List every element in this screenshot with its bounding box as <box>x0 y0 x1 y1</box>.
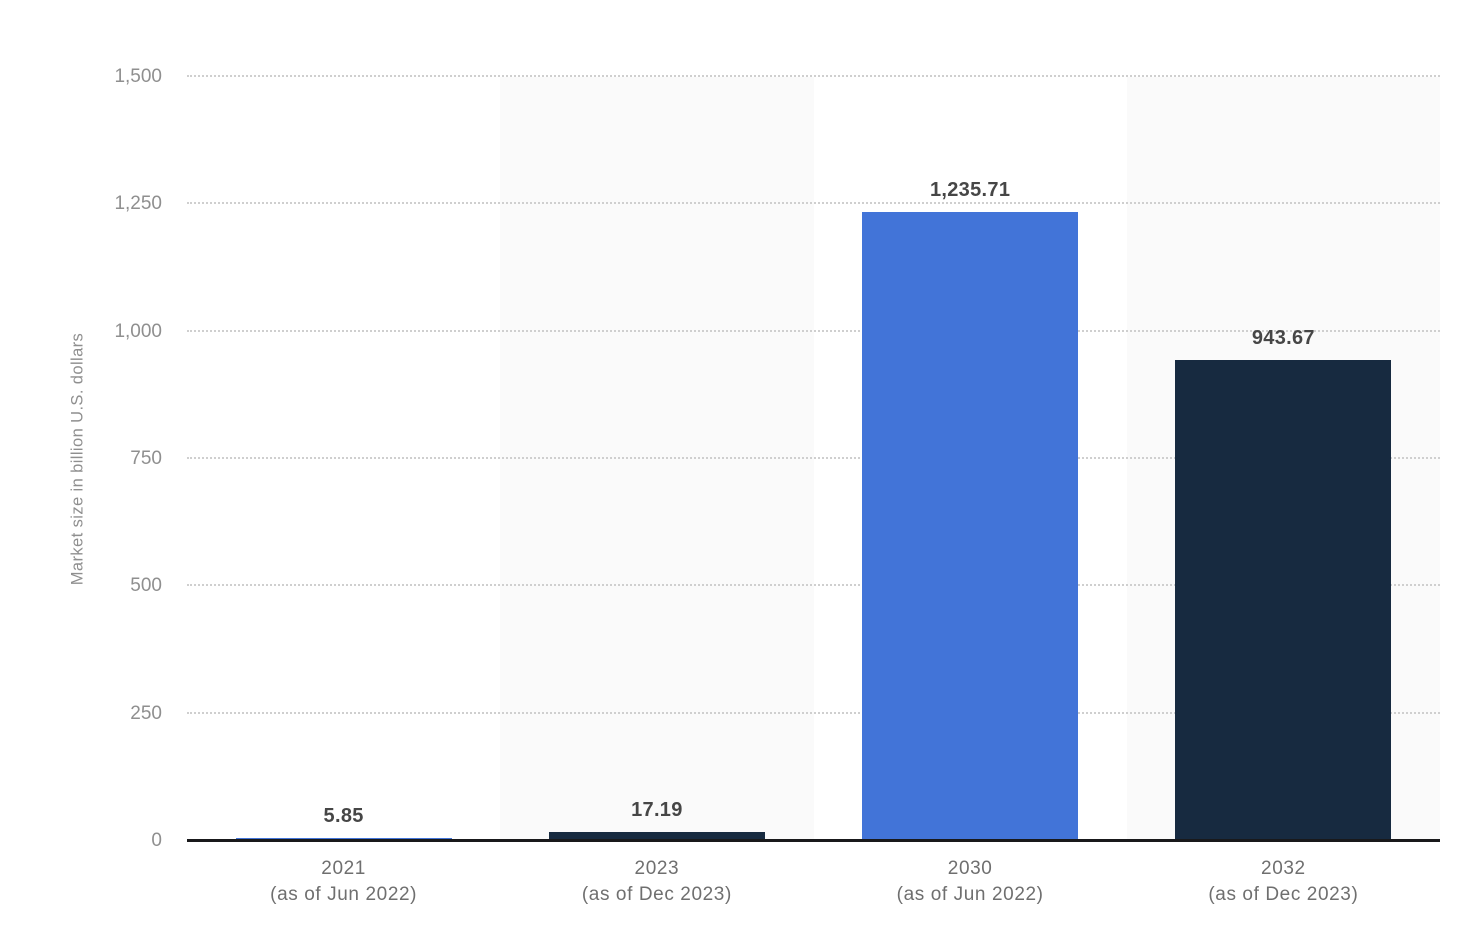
y-tick-label-1,500: 1,500 <box>114 66 162 87</box>
bar-value-label: 943.67 <box>1251 327 1315 350</box>
gridline-1500 <box>187 75 1440 77</box>
x-category-label-2032: 2032 (as of Dec 2023) <box>1127 856 1440 908</box>
gridline-1250 <box>187 202 1440 205</box>
x-category-note: (as of Jun 2022) <box>896 884 1044 905</box>
x-category-note: (as of Dec 2023) <box>581 884 732 905</box>
gridline-250 <box>187 711 1440 714</box>
y-tick-label-1,250: 1,250 <box>114 193 162 215</box>
x-axis-line <box>187 839 1440 842</box>
bar-value-label: 1,235.71 <box>929 178 1011 201</box>
gridline-1000 <box>187 329 1440 332</box>
bar-2032[interactable] <box>1175 360 1392 841</box>
y-tick-label-0: 0 <box>151 830 162 851</box>
x-category-year: 2021 <box>321 858 366 879</box>
gridline-750 <box>187 457 1440 459</box>
y-tick-label-1,000: 1,000 <box>114 320 162 342</box>
column-stripe <box>500 77 814 841</box>
bar-2030[interactable] <box>862 211 1079 841</box>
x-category-year: 2032 <box>1261 858 1306 879</box>
bar-2023[interactable] <box>548 832 765 841</box>
x-category-year: 2023 <box>634 858 680 879</box>
y-tick-label-250: 250 <box>130 702 162 724</box>
x-category-note: (as of Dec 2023) <box>1208 884 1359 905</box>
x-category-label-2023: 2023 (as of Dec 2023) <box>500 856 813 908</box>
x-category-label-2030: 2030 (as of Jun 2022) <box>814 856 1127 908</box>
gridline-500 <box>187 584 1440 587</box>
bar-value-label: 5.85 <box>323 805 364 828</box>
plot-area: 5.85 17.19 1,235.71 943.67 <box>187 75 1440 841</box>
x-category-note: (as of Jun 2022) <box>270 884 418 905</box>
bar-value-label: 17.19 <box>631 799 683 822</box>
x-category-year: 2030 <box>947 858 993 879</box>
x-category-label-2021: 2021 (as of Jun 2022) <box>187 856 500 908</box>
y-tick-label-750: 750 <box>130 448 162 469</box>
y-tick-label-500: 500 <box>130 575 162 597</box>
